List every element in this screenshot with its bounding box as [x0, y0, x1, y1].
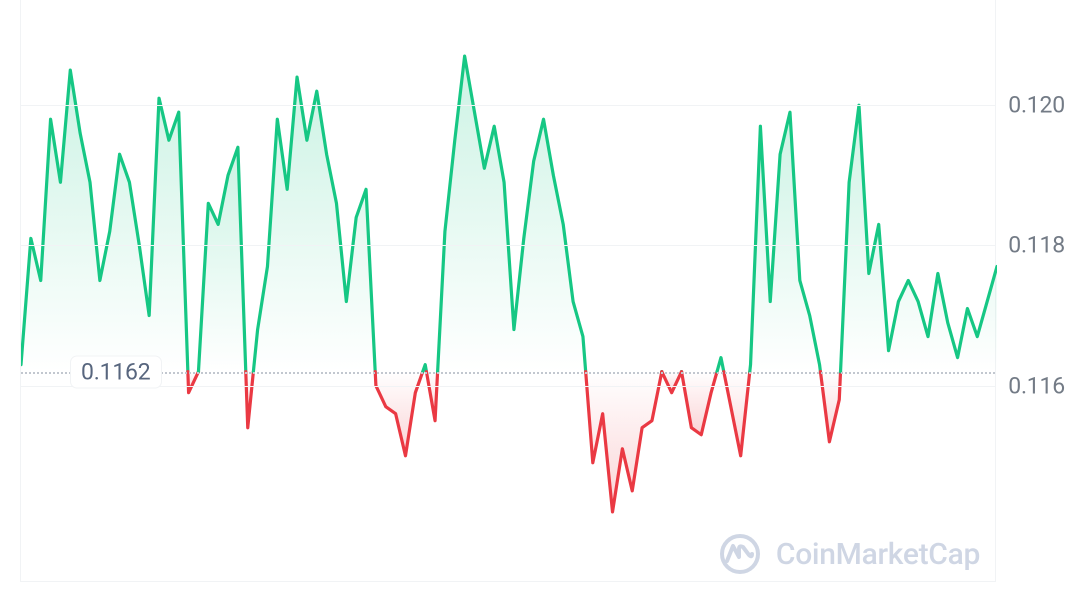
y-gridline — [21, 245, 995, 246]
y-axis-label: 0.120 — [1008, 92, 1065, 119]
chart-area-segment — [375, 372, 423, 456]
chart-frame: 0.1200.1180.1160.1162 — [20, 0, 996, 582]
y-axis-label: 0.118 — [1008, 232, 1065, 259]
baseline-price-badge: 0.1162 — [71, 356, 161, 387]
watermark-text: CoinMarketCap — [776, 537, 980, 572]
coinmarketcap-watermark: CoinMarketCap — [718, 532, 980, 576]
y-gridline — [21, 105, 995, 106]
y-gridline — [21, 386, 995, 387]
chart-area-segment — [841, 105, 997, 371]
coinmarketcap-logo-icon — [718, 532, 762, 576]
price-chart — [21, 0, 997, 582]
baseline-line — [21, 372, 995, 374]
y-axis-label: 0.116 — [1008, 372, 1065, 399]
